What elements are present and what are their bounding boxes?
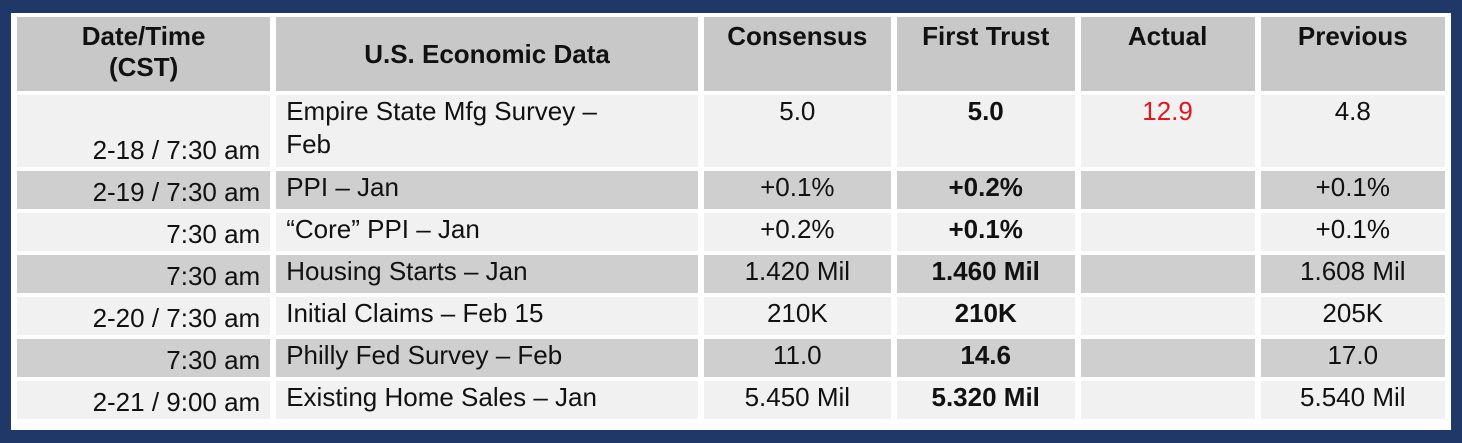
row-date: 2-21 / 9:00 am (17, 381, 271, 419)
header-economic-data: U.S. Economic Data (276, 17, 698, 91)
row-description: Initial Claims – Feb 15 (276, 297, 698, 335)
table-row: 7:30 am Philly Fed Survey – Feb 11.0 14.… (17, 339, 1445, 377)
row-previous: +0.1% (1260, 213, 1445, 251)
header-consensus: Consensus (703, 17, 891, 91)
row-actual (1080, 297, 1255, 335)
row-actual (1080, 339, 1255, 377)
header-actual: Actual (1080, 17, 1255, 91)
row-date: 2-18 / 7:30 am (17, 95, 271, 167)
row-consensus: +0.1% (703, 171, 891, 209)
row-consensus: 5.0 (703, 95, 891, 167)
row-previous: +0.1% (1260, 171, 1445, 209)
row-first-trust: +0.2% (896, 171, 1075, 209)
header-datetime: Date/Time (CST) (17, 17, 271, 91)
header-previous: Previous (1260, 17, 1445, 91)
row-consensus: 1.420 Mil (703, 255, 891, 293)
table-row: 7:30 am Housing Starts – Jan 1.420 Mil 1… (17, 255, 1445, 293)
row-date: 7:30 am (17, 339, 271, 377)
row-description: Philly Fed Survey – Feb (276, 339, 698, 377)
row-description: “Core” PPI – Jan (276, 213, 698, 251)
header-first-trust: First Trust (896, 17, 1075, 91)
row-description: Empire State Mfg Survey – Feb (276, 95, 698, 167)
row-actual (1080, 381, 1255, 419)
row-actual (1080, 255, 1255, 293)
row-description: Existing Home Sales – Jan (276, 381, 698, 419)
row-consensus: +0.2% (703, 213, 891, 251)
header-row: Date/Time (CST) U.S. Economic Data Conse… (17, 17, 1445, 91)
row-first-trust: 1.460 Mil (896, 255, 1075, 293)
table-row: 2-19 / 7:30 am PPI – Jan +0.1% +0.2% +0.… (17, 171, 1445, 209)
row-consensus: 5.450 Mil (703, 381, 891, 419)
table-row: 2-18 / 7:30 am Empire State Mfg Survey –… (17, 95, 1445, 167)
row-first-trust: 210K (896, 297, 1075, 335)
row-date: 2-20 / 7:30 am (17, 297, 271, 335)
row-consensus: 11.0 (703, 339, 891, 377)
table-row: 2-21 / 9:00 am Existing Home Sales – Jan… (17, 381, 1445, 419)
row-actual (1080, 213, 1255, 251)
row-actual (1080, 171, 1255, 209)
row-date: 2-19 / 7:30 am (17, 171, 271, 209)
row-previous: 205K (1260, 297, 1445, 335)
row-first-trust: +0.1% (896, 213, 1075, 251)
row-consensus: 210K (703, 297, 891, 335)
table-row: 7:30 am “Core” PPI – Jan +0.2% +0.1% +0.… (17, 213, 1445, 251)
row-description: Housing Starts – Jan (276, 255, 698, 293)
row-previous: 1.608 Mil (1260, 255, 1445, 293)
row-date: 7:30 am (17, 213, 271, 251)
row-actual: 12.9 (1080, 95, 1255, 167)
row-date: 7:30 am (17, 255, 271, 293)
row-first-trust: 5.320 Mil (896, 381, 1075, 419)
row-description: PPI – Jan (276, 171, 698, 209)
table-row: 2-20 / 7:30 am Initial Claims – Feb 15 2… (17, 297, 1445, 335)
row-previous: 5.540 Mil (1260, 381, 1445, 419)
row-previous: 4.8 (1260, 95, 1445, 167)
economic-calendar-frame: Date/Time (CST) U.S. Economic Data Conse… (11, 13, 1451, 430)
row-first-trust: 14.6 (896, 339, 1075, 377)
row-first-trust: 5.0 (896, 95, 1075, 167)
economic-data-table: Date/Time (CST) U.S. Economic Data Conse… (11, 13, 1451, 423)
row-previous: 17.0 (1260, 339, 1445, 377)
